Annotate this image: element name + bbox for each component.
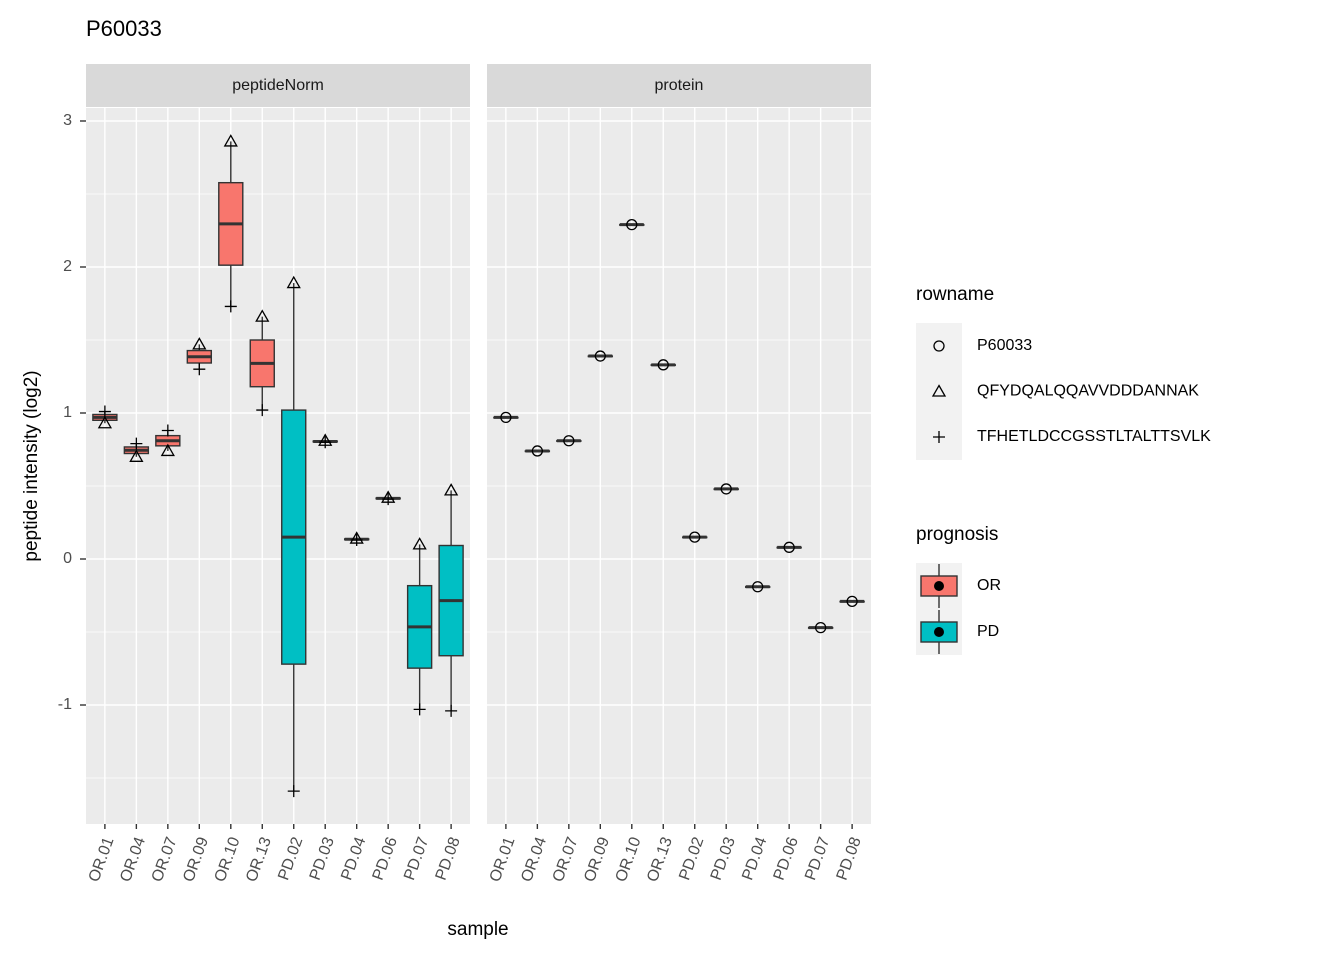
point bbox=[814, 621, 827, 634]
point bbox=[256, 404, 269, 417]
x-tick-label: PD.03 bbox=[307, 835, 338, 883]
point bbox=[443, 483, 459, 496]
point bbox=[223, 134, 238, 147]
legend-label: OR bbox=[977, 577, 1001, 594]
point bbox=[161, 424, 174, 437]
x-tick-label: OR.07 bbox=[550, 835, 582, 884]
point bbox=[412, 537, 427, 550]
point bbox=[657, 359, 669, 371]
point bbox=[350, 534, 363, 547]
point bbox=[445, 704, 458, 717]
x-tick-label: OR.07 bbox=[149, 835, 181, 884]
legend-symbol bbox=[933, 431, 945, 443]
x-tick-label: OR.10 bbox=[613, 835, 645, 884]
x-tick-label: PD.04 bbox=[739, 835, 770, 883]
point bbox=[97, 415, 113, 429]
point bbox=[413, 703, 426, 716]
point bbox=[594, 350, 606, 362]
legend-symbol bbox=[934, 627, 944, 637]
y-axis-label: peptide intensity (log2) bbox=[21, 370, 42, 561]
legend-label: PD bbox=[977, 623, 999, 640]
x-tick-label: PD.03 bbox=[708, 835, 739, 883]
x-tick-label: PD.08 bbox=[433, 835, 464, 883]
x-axis-label: sample bbox=[447, 919, 508, 940]
legend-label: QFYDQALQQAVVDDDANNAK bbox=[977, 383, 1199, 400]
legend-title: prognosis bbox=[916, 524, 998, 545]
point bbox=[286, 275, 301, 289]
legend-symbol bbox=[933, 340, 945, 352]
x-tick-label: PD.06 bbox=[370, 835, 401, 883]
facet-strip bbox=[86, 64, 470, 107]
point bbox=[689, 531, 701, 543]
x-tick-label: PD.02 bbox=[275, 835, 306, 883]
legend-symbol bbox=[931, 384, 947, 397]
x-tick-label: OR.09 bbox=[581, 835, 613, 884]
point bbox=[192, 337, 207, 350]
point bbox=[319, 436, 332, 449]
x-tick-label: PD.08 bbox=[834, 835, 865, 883]
point bbox=[160, 443, 175, 457]
x-tick-label: OR.04 bbox=[518, 835, 550, 884]
x-tick-label: PD.02 bbox=[676, 835, 707, 883]
legend-key bbox=[916, 323, 962, 369]
legend-key bbox=[916, 368, 962, 415]
point bbox=[846, 595, 858, 607]
x-tick-label: PD.07 bbox=[401, 835, 432, 883]
panel-background bbox=[487, 108, 871, 824]
y-tick-label: 0 bbox=[63, 550, 72, 567]
point bbox=[783, 541, 795, 553]
panel-background bbox=[86, 108, 470, 824]
point bbox=[287, 785, 300, 798]
point bbox=[382, 493, 395, 506]
legend-symbol bbox=[934, 581, 944, 591]
legend-title: rowname bbox=[916, 284, 994, 305]
x-tick-label: PD.04 bbox=[338, 835, 369, 883]
x-tick-label: OR.13 bbox=[243, 835, 275, 884]
facet-label: peptideNorm bbox=[232, 77, 324, 94]
point bbox=[752, 581, 764, 593]
point bbox=[563, 435, 575, 447]
x-tick-label: OR.04 bbox=[117, 835, 149, 884]
point bbox=[98, 405, 111, 418]
y-tick-label: -1 bbox=[58, 696, 72, 713]
x-tick-label: PD.06 bbox=[771, 835, 802, 883]
x-tick-label: OR.13 bbox=[644, 835, 676, 884]
x-tick-label: PD.07 bbox=[802, 835, 833, 883]
point bbox=[255, 309, 270, 322]
y-tick-label: 2 bbox=[63, 258, 72, 275]
point bbox=[193, 363, 206, 376]
y-tick-label: 3 bbox=[63, 112, 72, 129]
x-tick-label: OR.10 bbox=[212, 835, 244, 884]
y-tick-label: 1 bbox=[63, 404, 72, 421]
point bbox=[130, 437, 143, 450]
facet-label: protein bbox=[655, 77, 704, 94]
legend-label: TFHETLDCCGSSTLTALTTSVLK bbox=[977, 428, 1211, 445]
x-tick-label: OR.01 bbox=[86, 835, 118, 884]
point bbox=[224, 300, 237, 313]
x-tick-label: OR.09 bbox=[180, 835, 212, 884]
facet-strip bbox=[487, 64, 871, 107]
legend-label: P60033 bbox=[977, 337, 1032, 354]
point bbox=[500, 411, 512, 424]
point bbox=[720, 483, 732, 495]
point bbox=[626, 219, 638, 231]
chart-title: P60033 bbox=[86, 16, 162, 41]
point bbox=[531, 445, 544, 457]
point bbox=[129, 449, 144, 462]
x-tick-label: OR.01 bbox=[487, 835, 519, 884]
